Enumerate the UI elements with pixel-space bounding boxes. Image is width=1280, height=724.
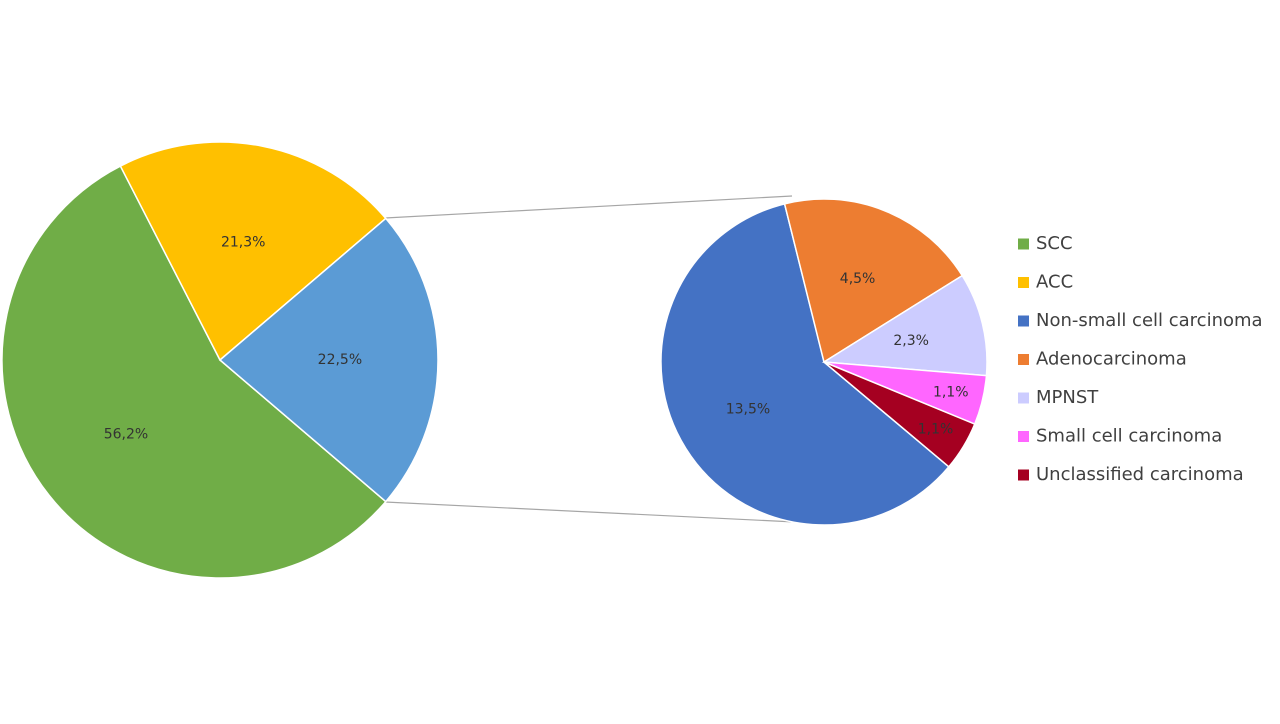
legend-label: SCC (1036, 233, 1073, 254)
pie-slice (218, 217, 439, 503)
legend-swatch (1018, 431, 1029, 442)
legend-label: ACC (1036, 272, 1073, 293)
data-label: 22,5% (318, 352, 362, 368)
data-label: 1,1% (918, 422, 954, 438)
data-label: 13,5% (726, 402, 770, 418)
data-label: 21,3% (221, 234, 265, 250)
data-label: 2,3% (893, 333, 929, 349)
pie-slice (119, 141, 387, 362)
pie-slice (1, 165, 387, 579)
connector-line (384, 501, 796, 523)
legend-swatch (1018, 315, 1029, 327)
legend-label: Small cell carcinoma (1036, 426, 1222, 447)
legend-swatch (1018, 277, 1029, 288)
legend-swatch (1018, 469, 1029, 481)
connector-line (384, 195, 793, 219)
legend-label: MPNST (1036, 387, 1099, 408)
legend-swatch (1018, 354, 1029, 365)
data-label: 56,2% (104, 426, 148, 442)
legend-swatch (1018, 392, 1029, 404)
legend-swatch (1018, 238, 1029, 250)
pie-slice (821, 274, 988, 377)
pie-slice (823, 361, 976, 468)
data-label: 4,5% (840, 271, 876, 287)
legend-label: Unclassified carcinoma (1036, 464, 1244, 485)
pie-slice (783, 198, 964, 364)
legend-label: Adenocarcinoma (1036, 349, 1187, 370)
data-label: 1,1% (933, 385, 969, 401)
pie-slice (660, 202, 950, 526)
legend-label: Non-small cell carcinoma (1036, 310, 1263, 331)
